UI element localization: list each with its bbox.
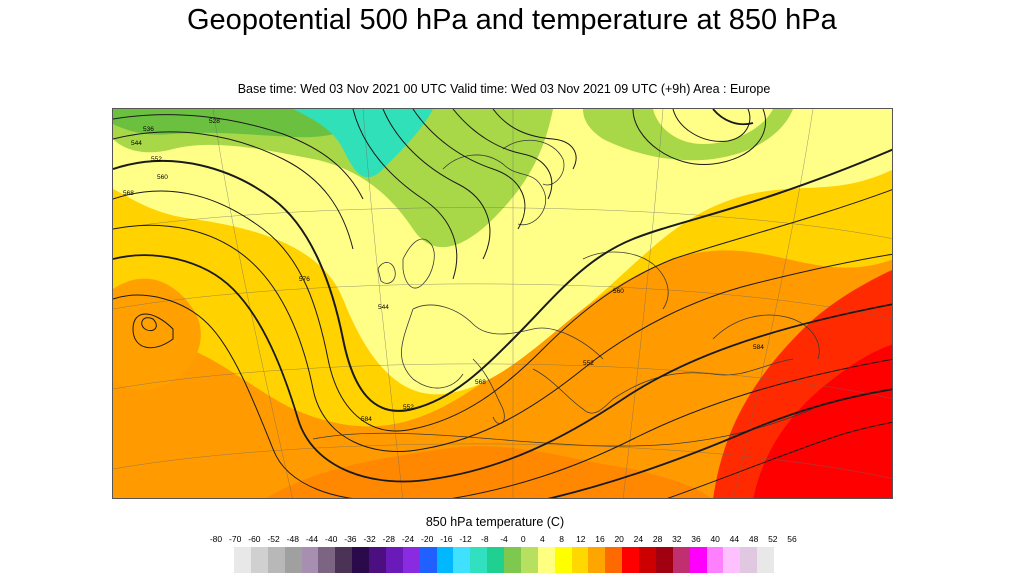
temperature-field-green	[113, 109, 553, 248]
legend-swatch	[385, 547, 403, 573]
contour-label: 552	[151, 156, 162, 163]
contour-label: 560	[157, 174, 168, 181]
contour-label: 576	[299, 276, 310, 283]
legend-tick-label: -52	[267, 534, 280, 544]
legend-tick-label: -8	[481, 534, 489, 544]
page-title: Geopotential 500 hPa and temperature at …	[187, 4, 837, 36]
contour-label: 536	[143, 126, 154, 133]
legend-swatch	[723, 547, 741, 573]
temperature-field-lightyellow	[113, 109, 892, 395]
legend-swatch	[250, 547, 268, 573]
legend-swatch	[419, 547, 437, 573]
legend-swatch	[436, 547, 454, 573]
legend-tick-label: 28	[652, 534, 663, 544]
legend-tick-label: 36	[691, 534, 701, 544]
legend-tick-label: 44	[729, 534, 740, 544]
legend-tick-label: -24	[401, 534, 415, 544]
legend-swatch	[706, 547, 724, 573]
legend-swatch	[520, 547, 538, 573]
legend-tick-label: -16	[440, 534, 453, 544]
weather-map[interactable]: 536 544 552 560 568 576 528 584 552 560 …	[112, 108, 893, 499]
legend-swatch	[453, 547, 471, 573]
legend-tick-label: 24	[633, 534, 644, 544]
contour-label: 544	[131, 140, 142, 147]
graticule	[113, 109, 892, 498]
legend-swatch	[622, 547, 639, 573]
legend-tick-label: 56	[787, 534, 797, 544]
contour-label: 584	[753, 344, 764, 351]
legend-tick-label: 0	[520, 534, 526, 544]
temperature-field-red-core	[753, 344, 892, 498]
legend-tick-label: 12	[576, 534, 586, 544]
legend-title: 850 hPa temperature (C)	[425, 515, 565, 529]
legend-swatch	[284, 547, 302, 573]
legend-tick-label: -36	[344, 534, 357, 544]
legend-tick-label: -28	[382, 534, 395, 544]
legend-swatch	[301, 547, 319, 573]
legend-swatch	[234, 547, 251, 573]
contour-label: 568	[475, 379, 486, 386]
legend-tick-label: -48	[286, 534, 299, 544]
legend-swatch	[689, 547, 707, 573]
contour-label: 584	[361, 416, 372, 423]
legend-tick-label: -12	[459, 534, 472, 544]
legend-swatch	[537, 547, 555, 573]
legend-tick-label: 40	[710, 534, 720, 544]
geopotential-contours	[113, 109, 892, 498]
legend-swatch	[470, 547, 488, 573]
legend-tick-label: 20	[614, 534, 624, 544]
legend-swatch	[757, 547, 774, 573]
legend-swatch	[504, 547, 521, 573]
temperature-field-cyan	[293, 109, 433, 178]
legend-swatch	[335, 547, 353, 573]
contour-label: 552	[583, 360, 594, 367]
contour-label: 568	[123, 190, 134, 197]
legend-tick-label: -60	[248, 534, 261, 544]
legend-swatch	[672, 547, 690, 573]
legend-swatch	[571, 547, 589, 573]
legend-tick-label: -44	[305, 534, 319, 544]
legend-swatch	[639, 547, 656, 573]
temperature-field-pale-north	[653, 109, 773, 144]
contour-label: 544	[378, 304, 389, 311]
legend-tick-label: -4	[500, 534, 508, 544]
legend-swatch	[369, 547, 386, 573]
contour-labels: 536 544 552 560 568 576 528 584 552 560 …	[123, 118, 764, 423]
map-subtitle: Base time: Wed 03 Nov 2021 00 UTC Valid …	[237, 82, 771, 96]
legend-swatch	[740, 547, 758, 573]
contour-label: 552	[403, 404, 414, 411]
legend-swatch	[402, 547, 420, 573]
temperature-field-orange-west	[113, 278, 201, 391]
legend-colorbar	[234, 547, 774, 573]
legend-tick-label: -20	[421, 534, 434, 544]
legend-swatch	[605, 547, 623, 573]
legend-swatch	[487, 547, 504, 573]
legend-swatch	[588, 547, 606, 573]
legend-swatch	[352, 547, 369, 573]
legend-swatch	[554, 547, 572, 573]
map-canvas: 536 544 552 560 568 576 528 584 552 560 …	[113, 109, 892, 498]
legend-tick-label: -40	[325, 534, 338, 544]
legend-tick-label: 32	[672, 534, 682, 544]
legend-tick-label: 8	[559, 534, 564, 544]
legend-tick-label: 48	[748, 534, 759, 544]
legend-swatch	[655, 547, 673, 573]
legend-tick-label: 52	[768, 534, 778, 544]
contour-label: 528	[209, 118, 220, 125]
legend-tick-label: 16	[595, 534, 605, 544]
legend-tick-label: -70	[229, 534, 242, 544]
coastlines	[312, 140, 820, 447]
legend-tick-label: -32	[363, 534, 376, 544]
contour-label: 560	[613, 288, 624, 295]
legend-swatch	[267, 547, 285, 573]
legend-tick-label: 4	[540, 534, 545, 544]
legend-swatch	[318, 547, 336, 573]
legend-tick-label: -80	[209, 534, 223, 544]
legend-ticks: -80 -70 -60 -52 -48 -44 -40 -36 -32 -28 -24 -20 -16-…	[205, 534, 805, 546]
